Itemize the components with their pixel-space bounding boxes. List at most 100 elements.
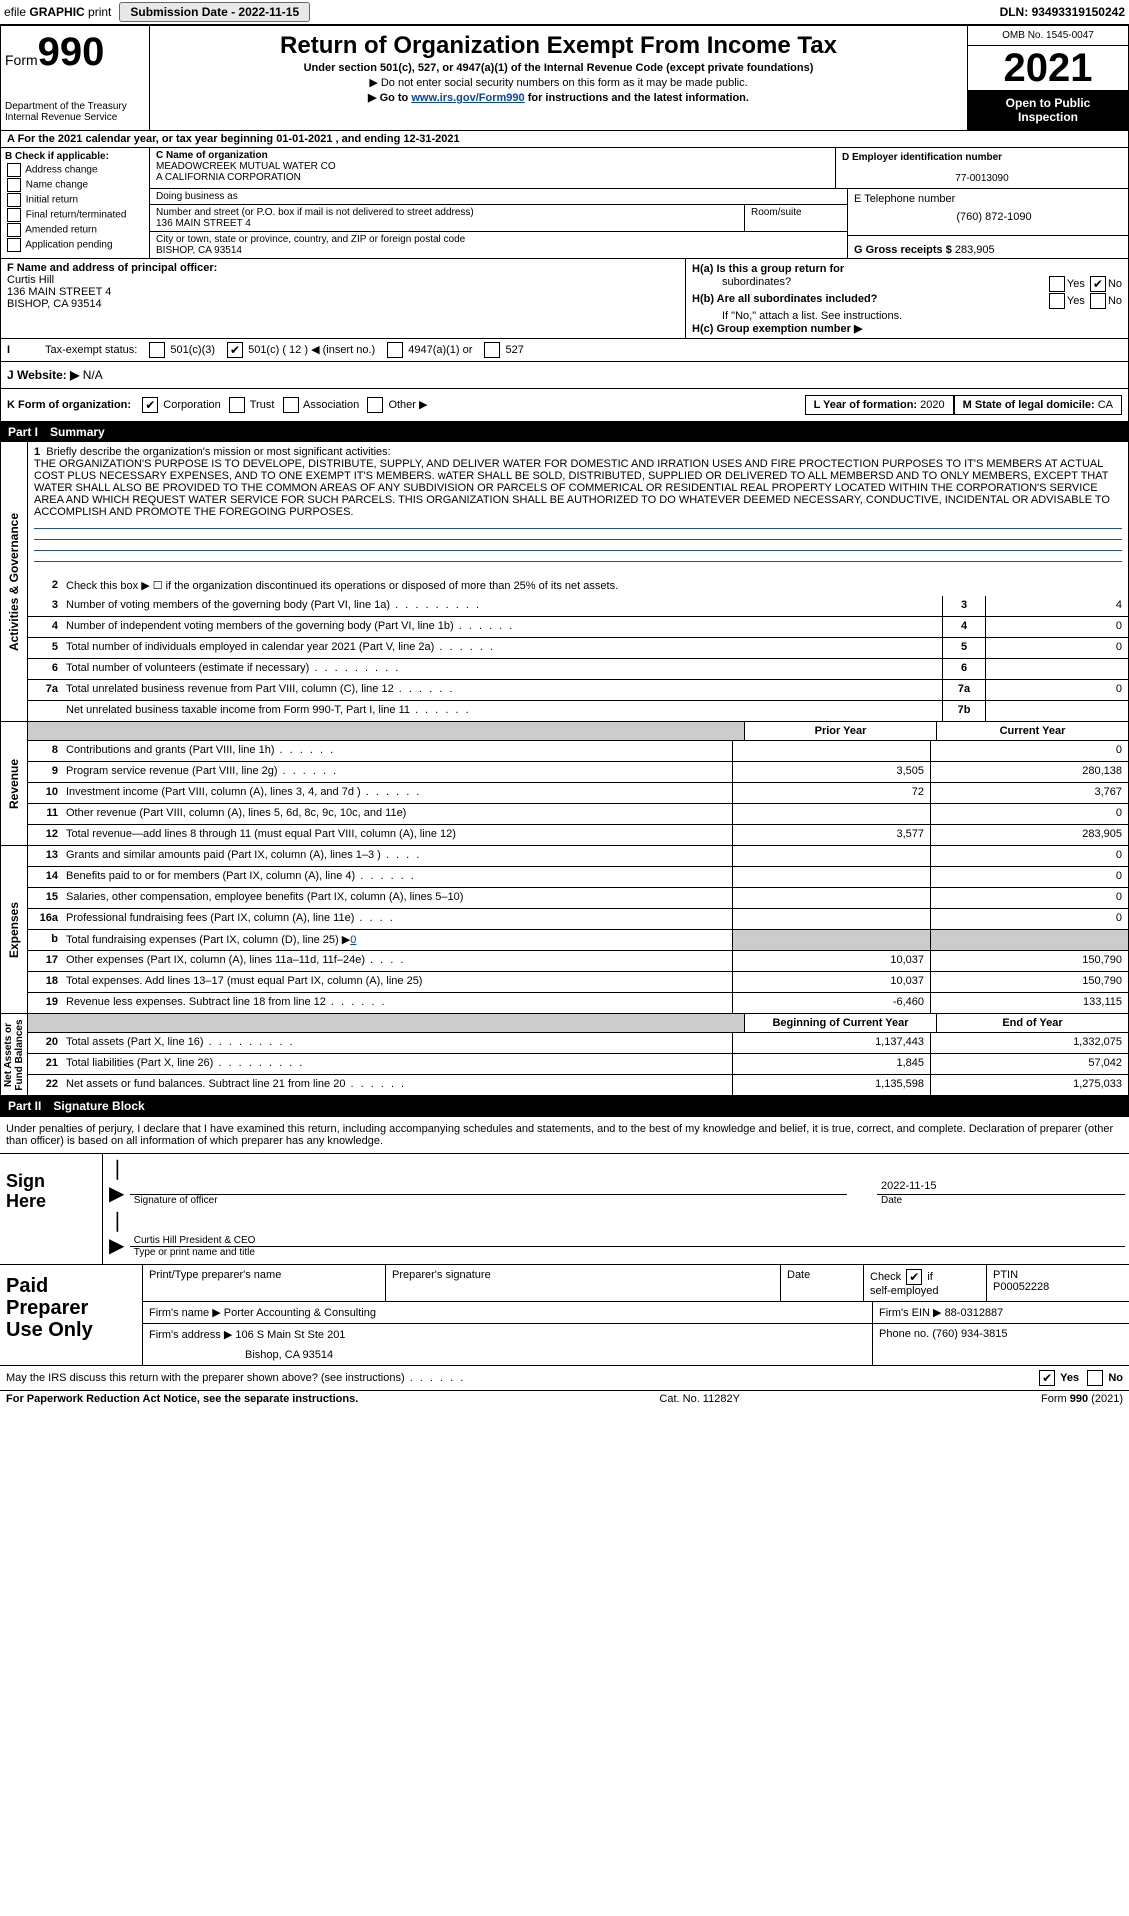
submission-date-button[interactable]: Submission Date - 2022-11-15 (119, 2, 310, 22)
dba-label: Doing business as (150, 189, 847, 205)
may-irs-yesno[interactable]: Yes No (1037, 1370, 1123, 1386)
val-4: 0 (985, 617, 1128, 637)
officer-city: BISHOP, CA 93514 (7, 298, 102, 310)
chk-527[interactable]: 527 (482, 342, 523, 358)
p22: 1,135,598 (732, 1075, 930, 1095)
omb-number: OMB No. 1545-0047 (968, 26, 1128, 46)
val-6 (985, 659, 1128, 679)
mission-blank-lines (28, 528, 1128, 576)
c16a: 0 (930, 909, 1128, 929)
section-g-label: G Gross receipts $ (854, 244, 955, 256)
firm-name: Firm's name ▶ Porter Accounting & Consul… (143, 1302, 873, 1323)
preparer-date-hdr: Date (781, 1265, 864, 1301)
dept-treasury: Department of the Treasury (5, 101, 145, 112)
c22: 1,275,033 (930, 1075, 1128, 1095)
line-4: Number of independent voting members of … (62, 617, 942, 637)
street-address: 136 MAIN STREET 4 (156, 218, 251, 229)
irs-label: Internal Revenue Service (5, 112, 145, 123)
line-7b: Net unrelated business taxable income fr… (62, 701, 942, 721)
chk-initial-return[interactable]: Initial return (5, 193, 145, 207)
line-9: Program service revenue (Part VIII, line… (62, 762, 732, 782)
p21: 1,845 (732, 1054, 930, 1074)
hdr-current-year: Current Year (936, 722, 1128, 741)
p11 (732, 804, 930, 824)
vlabel-revenue: Revenue (7, 758, 21, 808)
p13 (732, 846, 930, 866)
vlabel-expenses: Expenses (7, 901, 21, 957)
ha-sub: subordinates? (692, 276, 791, 292)
chk-4947[interactable]: 4947(a)(1) or (385, 342, 472, 358)
sig-date-label: Date (877, 1195, 1125, 1206)
line-17: Other expenses (Part IX, column (A), lin… (62, 951, 732, 971)
city-value: BISHOP, CA 93514 (156, 245, 242, 256)
p14 (732, 867, 930, 887)
hdr-beginning: Beginning of Current Year (744, 1014, 936, 1033)
ha-yesno[interactable]: Yes No (1047, 276, 1122, 292)
city-label: City or town, state or province, country… (156, 234, 465, 245)
line-16b-link[interactable]: 0 (350, 934, 356, 946)
c8: 0 (930, 741, 1128, 761)
paid-preparer-block: PaidPreparerUse Only Print/Type preparer… (0, 1264, 1129, 1366)
chk-trust[interactable]: Trust (227, 399, 275, 411)
val-3: 4 (985, 596, 1128, 616)
signature-intro: Under penalties of perjury, I declare th… (0, 1116, 1129, 1153)
chk-501c[interactable]: 501(c) ( 12 ) ◀ (insert no.) (225, 342, 375, 358)
line-19: Revenue less expenses. Subtract line 18 … (62, 993, 732, 1013)
line-11: Other revenue (Part VIII, column (A), li… (62, 804, 732, 824)
chk-amended-return[interactable]: Amended return (5, 223, 145, 237)
section-c-label: C Name of organization (156, 150, 268, 161)
line-7a: Total unrelated business revenue from Pa… (62, 680, 942, 700)
vlabel-net: Net Assets orFund Balances (3, 1019, 25, 1090)
p15 (732, 888, 930, 908)
tax-exempt-label: Tax-exempt status: (45, 344, 137, 356)
row-k: K Form of organization: Corporation Trus… (0, 388, 1129, 422)
officer-signature-field[interactable] (130, 1180, 847, 1195)
chk-corporation[interactable]: Corporation (140, 399, 221, 411)
open-to-public: Open to PublicInspection (968, 90, 1128, 130)
line-5: Total number of individuals employed in … (62, 638, 942, 658)
efile-label: efile GRAPHIC print (4, 5, 111, 19)
line-22: Net assets or fund balances. Subtract li… (62, 1075, 732, 1095)
p10: 72 (732, 783, 930, 803)
preparer-selfemp[interactable]: Check ifself-employed (864, 1265, 987, 1301)
officer-addr: 136 MAIN STREET 4 (7, 286, 111, 298)
c17: 150,790 (930, 951, 1128, 971)
row-a-tax-year: A For the 2021 calendar year, or tax yea… (0, 131, 1129, 148)
expenses-section: Expenses 13Grants and similar amounts pa… (0, 846, 1129, 1014)
chk-name-change[interactable]: Name change (5, 178, 145, 192)
hb-yesno[interactable]: Yes No (1047, 293, 1122, 309)
line-18: Total expenses. Add lines 13–17 (must eq… (62, 972, 732, 992)
hc-label: H(c) Group exemption number ▶ (692, 323, 862, 335)
chk-application-pending[interactable]: Application pending (5, 238, 145, 252)
dln: DLN: 93493319150242 (1000, 5, 1125, 19)
net-assets-section: Net Assets orFund Balances Beginning of … (0, 1014, 1129, 1096)
c11: 0 (930, 804, 1128, 824)
chk-other[interactable]: Other ▶ (365, 399, 427, 411)
firm-ein: Firm's EIN ▶ 88-0312887 (873, 1302, 1129, 1323)
chk-address-change[interactable]: Address change (5, 163, 145, 177)
mission-label: Briefly describe the organization's miss… (46, 446, 390, 458)
line-13: Grants and similar amounts paid (Part IX… (62, 846, 732, 866)
signature-date: 2022-11-15 (877, 1180, 1125, 1195)
irs-gov-link[interactable]: www.irs.gov/Form990 (411, 92, 524, 104)
c14: 0 (930, 867, 1128, 887)
hdr-prior-year: Prior Year (744, 722, 936, 741)
room-suite-label: Room/suite (744, 205, 847, 231)
phone-value: (760) 872-1090 (854, 211, 1129, 223)
form-number: Form990 (5, 30, 145, 75)
chk-501c3[interactable]: 501(c)(3) (147, 342, 215, 358)
p9: 3,505 (732, 762, 930, 782)
c12: 283,905 (930, 825, 1128, 845)
may-irs-discuss: May the IRS discuss this return with the… (0, 1366, 1129, 1390)
p8 (732, 741, 930, 761)
form-subtitle: Under section 501(c), 527, or 4947(a)(1)… (158, 62, 959, 74)
chk-final-return[interactable]: Final return/terminated (5, 208, 145, 222)
officer-name: Curtis Hill (7, 274, 54, 286)
vlabel-governance: Activities & Governance (7, 512, 21, 650)
chk-association[interactable]: Association (281, 399, 360, 411)
c13: 0 (930, 846, 1128, 866)
val-5: 0 (985, 638, 1128, 658)
ha-label: H(a) Is this a group return for (692, 263, 844, 275)
val-7a: 0 (985, 680, 1128, 700)
c20: 1,332,075 (930, 1033, 1128, 1053)
